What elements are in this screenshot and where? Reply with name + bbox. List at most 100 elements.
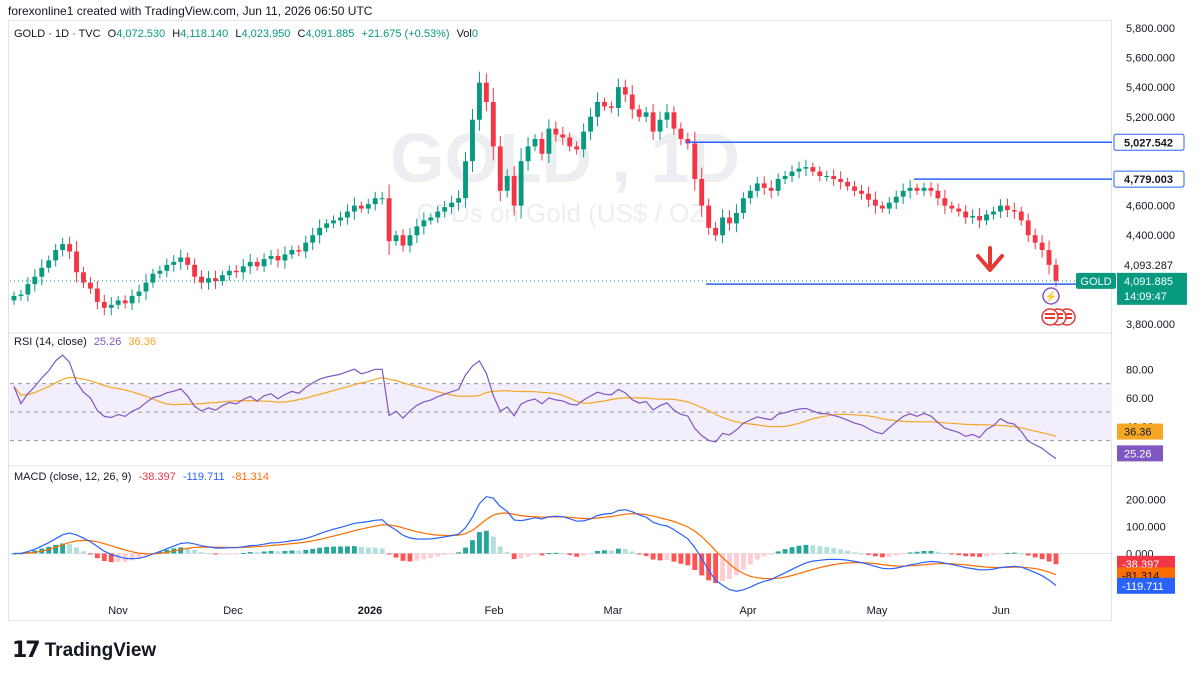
high-marker-label: 4,093.287 [1124, 260, 1173, 272]
high-marker-tag [1114, 256, 1184, 273]
macd-histogram-bar [414, 553, 420, 561]
candle [1053, 264, 1059, 281]
flag-stripe [1045, 317, 1055, 319]
candle [893, 196, 899, 203]
macd-histogram-bar [247, 552, 253, 554]
open-value: 4,072.530 [116, 28, 166, 40]
candle [928, 187, 934, 191]
candle [692, 143, 698, 179]
macd-histogram-bar [67, 544, 73, 554]
level-price-label: 4,779.003 [1124, 174, 1173, 186]
macd-histogram-bar [977, 553, 983, 557]
macd-histogram-bar [386, 553, 392, 555]
macd-histogram-bar [886, 553, 892, 557]
rsi-legend[interactable]: RSI (14, close) 25.26 36.36 [14, 336, 160, 348]
candle [615, 87, 621, 108]
candle [129, 295, 135, 304]
price-axis-label: 3,800.000 [1126, 319, 1175, 331]
macd-histogram-bar [476, 532, 482, 554]
macd-histogram-bar [907, 552, 913, 554]
symbol-label[interactable]: GOLD · 1D · TVC [14, 28, 101, 40]
macd-histogram-bar [254, 552, 260, 554]
candle [324, 223, 330, 228]
rsi-value: 25.26 [93, 336, 122, 348]
macd-histogram-bar [87, 553, 93, 555]
macd-histogram-bar [310, 548, 316, 554]
candle [178, 257, 184, 262]
macd-histogram-bar [921, 550, 927, 554]
candle [122, 300, 128, 304]
macd-histogram-bar [678, 553, 684, 564]
macd-histogram-bar [991, 553, 996, 556]
candle [39, 267, 45, 277]
candle [789, 171, 795, 176]
down-arrow-head [976, 254, 1004, 272]
candle [866, 193, 871, 200]
candle [400, 235, 406, 246]
lightning-glyph: ⚡ [1045, 290, 1057, 303]
candle [504, 176, 510, 191]
macd-histogram-bar [122, 553, 128, 562]
candle [247, 261, 253, 267]
candle [226, 270, 232, 276]
macd-histogram-bar [351, 546, 357, 554]
candle [740, 198, 746, 214]
rsi-tag [1117, 445, 1163, 462]
macd-histogram-bar [1011, 552, 1017, 554]
macd-histogram-bar [866, 553, 871, 555]
rsi-axis-label: 60.00 [1126, 393, 1154, 405]
candle [518, 161, 524, 206]
macd-histogram-bar [463, 547, 468, 554]
candle [282, 254, 288, 261]
candle [852, 186, 857, 191]
time-axis-label: Jun [992, 605, 1010, 617]
rsi-line [13, 354, 1057, 460]
candle [386, 198, 392, 242]
macd-histogram-bar [1004, 552, 1010, 554]
candle [379, 198, 385, 200]
candle [629, 94, 635, 110]
macd-histogram-bar [879, 553, 885, 558]
macd-histogram-bar [226, 553, 232, 555]
macd-legend[interactable]: MACD (close, 12, 26, 9) -38.397 -119.711… [14, 471, 273, 483]
candle [713, 227, 719, 236]
candle [358, 205, 364, 209]
candle [942, 198, 948, 206]
macd-histogram-bar [671, 553, 677, 562]
macd-histogram-bar [560, 553, 566, 555]
candle [171, 261, 177, 265]
candle [956, 208, 962, 212]
macd-histogram-bar [1053, 553, 1059, 565]
time-axis-label: Dec [223, 605, 243, 617]
macd-histogram-bar [518, 553, 524, 559]
macd-histogram-bar [900, 553, 906, 555]
candle [734, 213, 739, 224]
candle [977, 215, 983, 221]
macd-histogram-bar [456, 552, 462, 554]
level-price-tag [1113, 133, 1185, 151]
candle [53, 250, 59, 261]
candle [699, 178, 705, 206]
macd-histogram-bar [185, 547, 191, 554]
candle [622, 87, 628, 95]
candle [838, 178, 844, 182]
macd-histogram-bar [421, 553, 427, 560]
macd-histogram-bar [435, 553, 441, 557]
macd-histogram-bar [74, 547, 79, 554]
macd-histogram-bar [713, 553, 719, 584]
macd-histogram-bar [219, 553, 225, 555]
macd-histogram-bar [574, 553, 580, 557]
macd-histogram-bar [449, 553, 455, 555]
rsi-ma-tag [1117, 423, 1163, 440]
tradingview-logo[interactable]: 17 TradingView [12, 638, 156, 663]
level-price-tag [1113, 170, 1185, 188]
candle [588, 116, 594, 132]
macd-histogram-bar [622, 549, 628, 554]
macd-histogram-bar [740, 553, 746, 570]
macd-histogram-bar [115, 553, 121, 562]
macd-histogram-bar [720, 553, 725, 582]
candle [338, 217, 343, 221]
candle [831, 176, 837, 179]
candle [900, 190, 906, 197]
